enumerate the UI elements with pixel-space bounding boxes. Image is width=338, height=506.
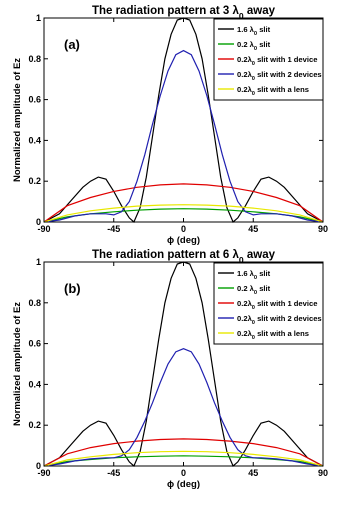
- panel-label: (b): [64, 281, 81, 296]
- y-axis-label: Normalized amplitude of Ez: [12, 58, 23, 182]
- x-axis-label: ϕ (deg): [167, 479, 200, 490]
- x-tick-label: -45: [107, 224, 120, 234]
- y-tick-label: 0.2: [28, 176, 41, 186]
- y-tick-label: 1: [36, 13, 41, 23]
- x-tick-label: 90: [318, 224, 328, 234]
- y-tick-label: 0.2: [28, 420, 41, 430]
- series-line-3: [43, 183, 324, 223]
- chart-panel-b: The radiation pattern at 6 λ0 away-90 -45…: [12, 249, 328, 490]
- chart-panel-a: The radiation pattern at 3 λ0 away-90 -45…: [12, 5, 328, 246]
- x-tick-label: 0: [181, 224, 186, 234]
- y-tick-label: 0.8: [28, 54, 41, 64]
- series-line-5: [43, 204, 324, 223]
- series-line-5: [43, 450, 324, 467]
- y-tick-label: 0.8: [28, 298, 41, 308]
- x-tick-label: -90: [37, 224, 50, 234]
- x-tick-label: 45: [248, 224, 258, 234]
- y-tick-label: 0: [36, 461, 41, 471]
- y-tick-label: 0.4: [28, 135, 41, 145]
- x-tick-label: 45: [248, 468, 258, 478]
- series-line-4: [43, 49, 324, 223]
- y-tick-label: 1: [36, 257, 41, 267]
- y-tick-label: 0.4: [28, 379, 41, 389]
- x-tick-label: 0: [181, 468, 186, 478]
- panel-label: (a): [64, 37, 80, 52]
- x-tick-label: -90: [37, 468, 50, 478]
- series-line-3: [43, 438, 324, 467]
- y-tick-label: 0: [36, 217, 41, 227]
- y-tick-label: 0.6: [28, 95, 41, 105]
- y-tick-label: 0.6: [28, 339, 41, 349]
- x-tick-label: -45: [107, 468, 120, 478]
- x-tick-label: 90: [318, 468, 328, 478]
- y-axis-label: Normalized amplitude of Ez: [12, 302, 23, 426]
- x-axis-label: ϕ (deg): [167, 235, 200, 246]
- series-line-4: [43, 348, 324, 467]
